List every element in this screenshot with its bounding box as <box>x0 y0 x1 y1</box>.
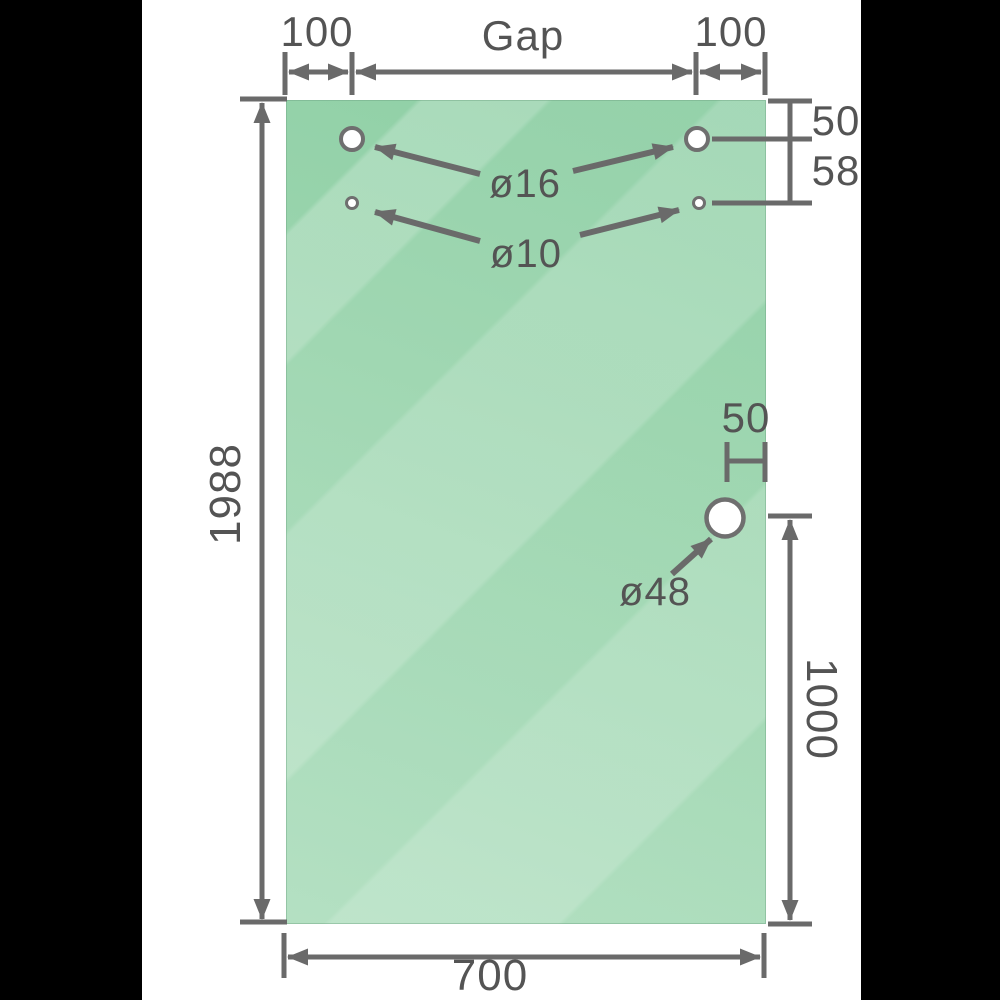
dim-label-panel-width: 700 <box>451 951 529 1000</box>
dim-label-panel-height: 1988 <box>201 443 250 545</box>
dim-label-handle-to-bottom: 1000 <box>797 658 846 760</box>
left-matte-bar <box>0 0 142 1000</box>
dim-label-large-to-small-hole: 58 <box>811 147 861 194</box>
label-small-holes-diameter: ø10 <box>490 232 562 276</box>
right-matte-bar <box>861 0 1000 1000</box>
dim-label-edge-to-large-hole: 50 <box>811 97 861 144</box>
dim-label-top-left-offset: 100 <box>280 8 354 55</box>
dim-label-handle-edge-offset: 50 <box>721 394 771 441</box>
label-handle-hole-diameter: ø48 <box>619 570 691 614</box>
dim-label-top-right-offset: 100 <box>694 8 768 55</box>
dim-label-gap: Gap <box>481 12 565 59</box>
glass-panel <box>286 100 766 924</box>
label-large-holes-diameter: ø16 <box>489 162 561 206</box>
